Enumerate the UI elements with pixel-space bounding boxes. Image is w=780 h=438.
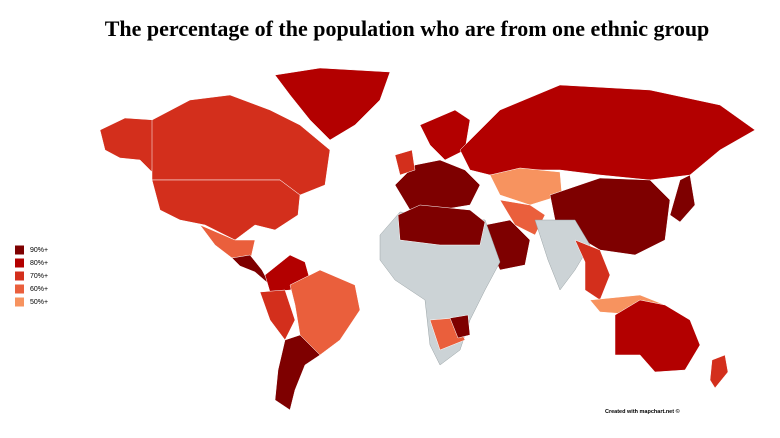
country [151, 179, 301, 241]
legend-label: 50%+ [30, 299, 48, 306]
country [534, 219, 591, 291]
country [709, 354, 729, 389]
country [394, 149, 416, 176]
country [259, 289, 296, 341]
legend-label: 80%+ [30, 260, 48, 267]
country [274, 67, 391, 141]
country [379, 211, 501, 366]
country [669, 174, 696, 223]
legend: 90%+ 80%+ 70%+ 60%+ 50%+ [15, 245, 48, 307]
legend-label: 70%+ [30, 273, 48, 280]
credit: Created with mapchart.net © [605, 408, 680, 415]
country [274, 334, 321, 411]
countries [99, 67, 756, 411]
legend-label: 60%+ [30, 286, 48, 293]
country [614, 299, 701, 373]
legend-swatch [15, 258, 24, 268]
country [99, 117, 156, 173]
legend-swatch [15, 284, 24, 294]
legend-label: 90%+ [30, 247, 48, 254]
country [397, 204, 486, 246]
legend-swatch [15, 245, 24, 255]
legend-swatch [15, 297, 24, 307]
title: The percentage of the population who are… [105, 16, 710, 41]
country [449, 314, 471, 339]
legend-swatch [15, 271, 24, 281]
country [289, 269, 361, 356]
